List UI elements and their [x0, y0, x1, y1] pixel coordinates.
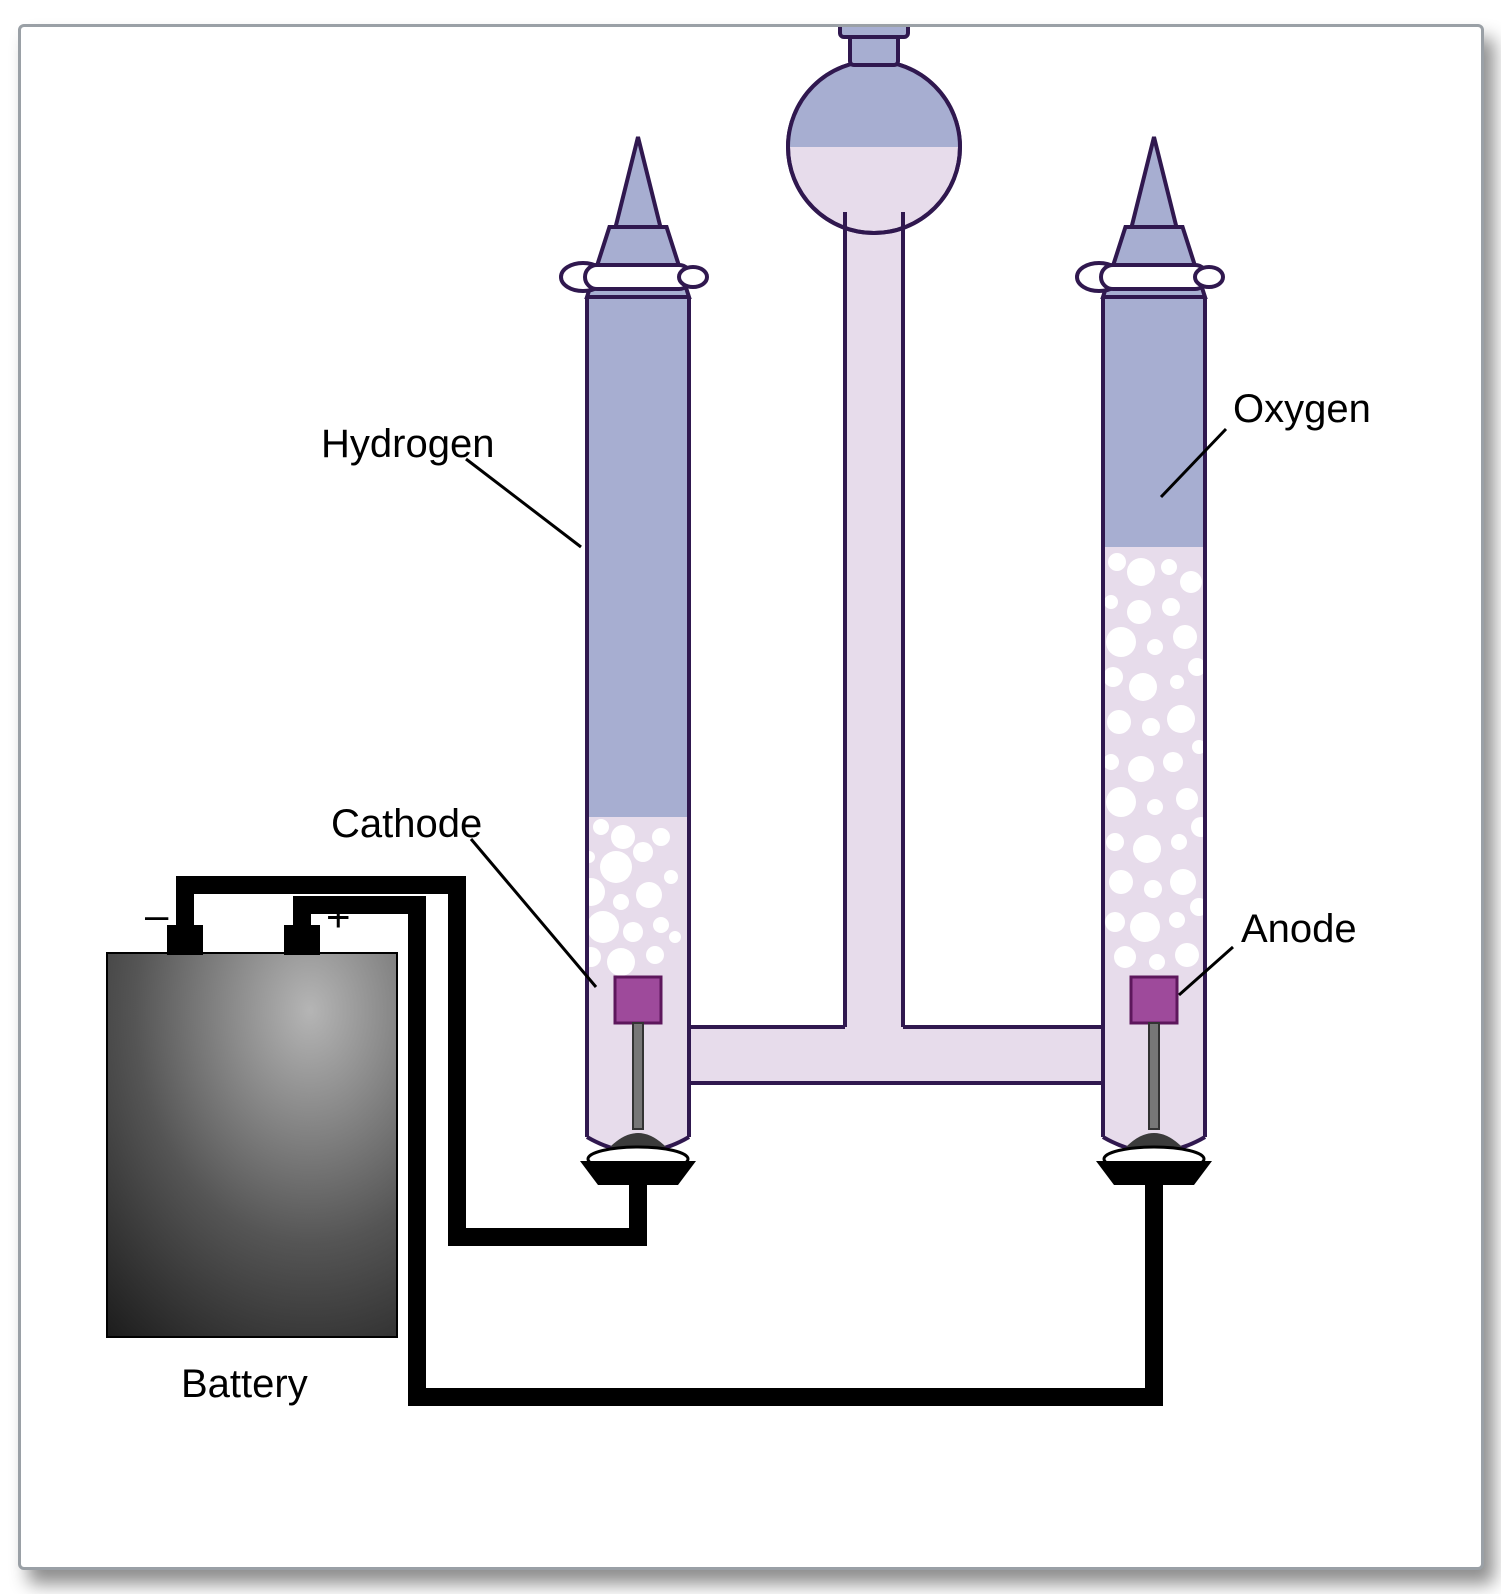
wire-positive	[302, 905, 1154, 1397]
reservoir-bulb-top	[788, 61, 960, 147]
oxygen-tube-bubble	[1107, 710, 1131, 734]
oxygen-tube-bubble	[1171, 834, 1187, 850]
oxygen-tube-bubble	[1130, 912, 1160, 942]
oxygen-tube-bubble	[1127, 558, 1155, 586]
oxygen-tube-bubble	[1104, 595, 1118, 609]
hydrogen-tube-bubble	[600, 851, 632, 883]
oxygen-tube-bubble	[1106, 627, 1136, 657]
oxygen-tube-bubble	[1173, 625, 1197, 649]
hydrogen-tube-bubble	[623, 922, 643, 942]
hydrogen-tube-bubble	[664, 870, 678, 884]
oxygen-tube-electrode	[1131, 977, 1177, 1023]
oxygen-tube-bubble	[1147, 639, 1163, 655]
oxygen-tube-bubble	[1162, 598, 1180, 616]
oxygen-tube-bubble	[1170, 675, 1184, 689]
diagram-frame: –+HydrogenOxygenCathodeAnodeBattery	[18, 24, 1484, 1570]
battery-terminal-pos	[284, 925, 320, 955]
hydrogen-tube-bubble	[613, 894, 629, 910]
hydrogen-tube-bubble	[652, 828, 670, 846]
oxygen-tube-bubble	[1149, 954, 1165, 970]
hydrogen-tube-bubble	[577, 878, 605, 906]
hydrogen-tube-bubble	[636, 882, 662, 908]
oxygen-tube-tip	[1131, 137, 1176, 227]
oxygen-tube-bubble	[1106, 833, 1124, 851]
oxygen-tube-bubble	[1144, 880, 1162, 898]
oxygen-tube-base	[1096, 1161, 1212, 1185]
oxygen-tube-bubble	[1103, 667, 1123, 687]
oxygen-tube-bubble	[1114, 946, 1136, 968]
oxygen-tube-bubble	[1163, 752, 1183, 772]
oxygen-tube-bubble	[1129, 673, 1157, 701]
hydrogen-tube-electrode	[615, 977, 661, 1023]
anode-label: Anode	[1241, 907, 1357, 951]
hydrogen-tube-tip	[615, 137, 660, 227]
hydrogen-tube-bubble	[653, 917, 669, 933]
hydrogen-tube-bubble	[633, 842, 653, 862]
oxygen-tube-bubble	[1105, 912, 1125, 932]
hydrogen-tube-bubble	[587, 911, 619, 943]
hydrogen-tube-bubble	[607, 948, 635, 976]
oxygen-tube-bubble	[1109, 870, 1133, 894]
oxygen-tube-bubble	[1103, 754, 1119, 770]
hydrogen-tube-bubble	[646, 946, 664, 964]
hydrogen-tube-bubble	[581, 947, 601, 967]
hydrogen-label: Hydrogen	[321, 422, 494, 466]
battery-terminal-neg	[167, 925, 203, 955]
cathode-label-leader	[471, 839, 596, 987]
oxygen-tube-bubble	[1108, 553, 1126, 571]
battery-label: Battery	[181, 1362, 308, 1406]
battery-body	[107, 953, 397, 1337]
oxygen-tube-bubble	[1176, 788, 1198, 810]
oxygen-tube-bubble	[1170, 869, 1196, 895]
reservoir-neck	[850, 35, 898, 65]
oxygen-tube-bubble	[1127, 600, 1151, 624]
minus-sign: –	[145, 891, 169, 938]
hydrogen-tube-gas	[587, 297, 689, 817]
hydrogen-tube-bubble	[611, 825, 635, 849]
center-stem-liquid	[845, 212, 903, 1083]
oxygen-tube-bubble	[1191, 817, 1211, 837]
hydrogen-tube-base	[580, 1161, 696, 1185]
oxygen-tube-bubble	[1169, 912, 1185, 928]
oxygen-tube-bubble	[1133, 835, 1161, 863]
oxygen-tube-gas	[1103, 297, 1205, 547]
electrolysis-diagram: –+HydrogenOxygenCathodeAnodeBattery	[21, 27, 1481, 1567]
oxygen-tube-bubble	[1180, 571, 1202, 593]
oxygen-tube-bubble	[1106, 787, 1136, 817]
hydrogen-tube-bubble	[669, 931, 681, 943]
hydrogen-label-leader	[466, 459, 581, 547]
oxygen-tube-bubble	[1167, 705, 1195, 733]
oxygen-tube-bubble	[1161, 559, 1177, 575]
oxygen-tube-bubble	[1175, 943, 1199, 967]
oxygen-label: Oxygen	[1233, 387, 1371, 431]
oxygen-tube-bubble	[1142, 718, 1160, 736]
oxygen-tube-bubble	[1128, 756, 1154, 782]
oxygen-tube-bubble	[1147, 799, 1163, 815]
hydrogen-tube-bubble	[593, 819, 609, 835]
cathode-label: Cathode	[331, 802, 482, 846]
